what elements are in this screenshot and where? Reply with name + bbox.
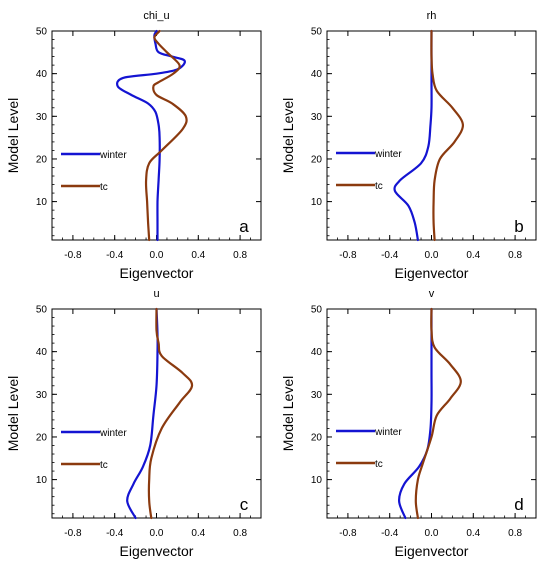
x-tick-label: 0.4 bbox=[191, 250, 205, 261]
chart-panel-a: chi_u -0.8 -0.4 0.0 0.4 0.8 10 20 30 40 50 Eigenvec… bbox=[5, 10, 262, 281]
x-axis-label: Eigenvector bbox=[395, 543, 469, 559]
x-tick-label: 0.4 bbox=[191, 528, 205, 539]
y-tick-label: 40 bbox=[36, 69, 48, 80]
y-tick-label: 10 bbox=[36, 197, 48, 208]
x-tick-label: -0.4 bbox=[381, 250, 399, 261]
y-tick-label: 20 bbox=[36, 154, 48, 165]
x-tick-label: -0.4 bbox=[106, 528, 124, 539]
x-tick-label: 0.0 bbox=[425, 250, 439, 261]
y-axis-label: Model Level bbox=[5, 98, 21, 174]
series-line-tc bbox=[414, 307, 462, 520]
x-tick-label: 0.8 bbox=[233, 528, 247, 539]
legend-label-tc: tc bbox=[100, 460, 108, 471]
series-line-tc bbox=[144, 29, 188, 242]
y-tick-label: 10 bbox=[36, 475, 48, 486]
series-line-tc bbox=[147, 307, 194, 520]
y-tick-label: 50 bbox=[36, 27, 48, 38]
y-tick-label: 50 bbox=[311, 305, 323, 316]
x-axis-label: Eigenvector bbox=[395, 265, 469, 281]
legend-label-winter: winter bbox=[374, 149, 402, 160]
y-tick-label: 40 bbox=[311, 347, 323, 358]
y-tick-label: 40 bbox=[36, 347, 48, 358]
x-tick-label: 0.8 bbox=[233, 250, 247, 261]
legend-label-tc: tc bbox=[375, 181, 383, 192]
chart-title: u bbox=[153, 288, 159, 300]
y-axis-label: Model Level bbox=[280, 376, 296, 452]
x-axis-label: Eigenvector bbox=[120, 265, 194, 281]
x-tick-label: -0.8 bbox=[339, 250, 357, 261]
y-tick-label: 10 bbox=[311, 197, 323, 208]
x-tick-label: -0.4 bbox=[106, 250, 124, 261]
series-line-winter bbox=[397, 307, 433, 520]
chart-panel-c: u -0.8 -0.4 0.0 0.4 0.8 10 20 30 40 50 Eigenvector M… bbox=[5, 288, 262, 559]
y-tick-label: 50 bbox=[311, 27, 323, 38]
panel-letter: b bbox=[514, 217, 523, 236]
x-tick-label: 0.0 bbox=[150, 250, 164, 261]
chart-panel-d: v -0.8 -0.4 0.0 0.4 0.8 10 20 30 40 50 Eigenvector M… bbox=[280, 288, 537, 559]
legend-label-winter: winter bbox=[99, 428, 127, 439]
y-axis-label: Model Level bbox=[280, 98, 296, 174]
x-tick-label: 0.4 bbox=[466, 250, 480, 261]
chart-panel-b: rh -0.8 -0.4 0.0 0.4 0.8 10 20 30 40 50 Eigenvector… bbox=[280, 10, 537, 281]
chart-title: chi_u bbox=[143, 10, 169, 22]
legend-label-tc: tc bbox=[375, 459, 383, 470]
y-tick-label: 20 bbox=[311, 154, 323, 165]
series-line-winter bbox=[393, 29, 433, 242]
y-tick-label: 30 bbox=[311, 112, 323, 123]
y-tick-label: 20 bbox=[36, 432, 48, 443]
x-tick-label: -0.8 bbox=[339, 528, 357, 539]
x-tick-label: -0.8 bbox=[64, 528, 82, 539]
panel-letter: a bbox=[239, 217, 249, 236]
y-tick-label: 50 bbox=[36, 305, 48, 316]
x-tick-label: 0.4 bbox=[466, 528, 480, 539]
panel-letter: c bbox=[240, 495, 249, 514]
x-tick-label: -0.8 bbox=[64, 250, 82, 261]
y-tick-label: 10 bbox=[311, 475, 323, 486]
x-tick-label: 0.0 bbox=[425, 528, 439, 539]
x-tick-label: 0.8 bbox=[508, 250, 522, 261]
x-tick-label: -0.4 bbox=[381, 528, 399, 539]
series-line-winter bbox=[126, 307, 159, 520]
chart-title: rh bbox=[427, 10, 437, 22]
y-axis-label: Model Level bbox=[5, 376, 21, 452]
x-tick-label: 0.0 bbox=[150, 528, 164, 539]
y-tick-label: 20 bbox=[311, 432, 323, 443]
x-axis-label: Eigenvector bbox=[120, 543, 194, 559]
y-tick-label: 30 bbox=[36, 112, 48, 123]
series-line-tc bbox=[430, 29, 464, 242]
y-tick-label: 30 bbox=[36, 390, 48, 401]
y-tick-label: 40 bbox=[311, 69, 323, 80]
x-tick-label: 0.8 bbox=[508, 528, 522, 539]
legend-label-tc: tc bbox=[100, 182, 108, 193]
series-line-winter bbox=[116, 29, 186, 242]
legend-label-winter: winter bbox=[374, 427, 402, 438]
chart-title: v bbox=[429, 288, 435, 300]
y-tick-label: 30 bbox=[311, 390, 323, 401]
legend-label-winter: winter bbox=[99, 150, 127, 161]
panel-letter: d bbox=[514, 495, 523, 514]
